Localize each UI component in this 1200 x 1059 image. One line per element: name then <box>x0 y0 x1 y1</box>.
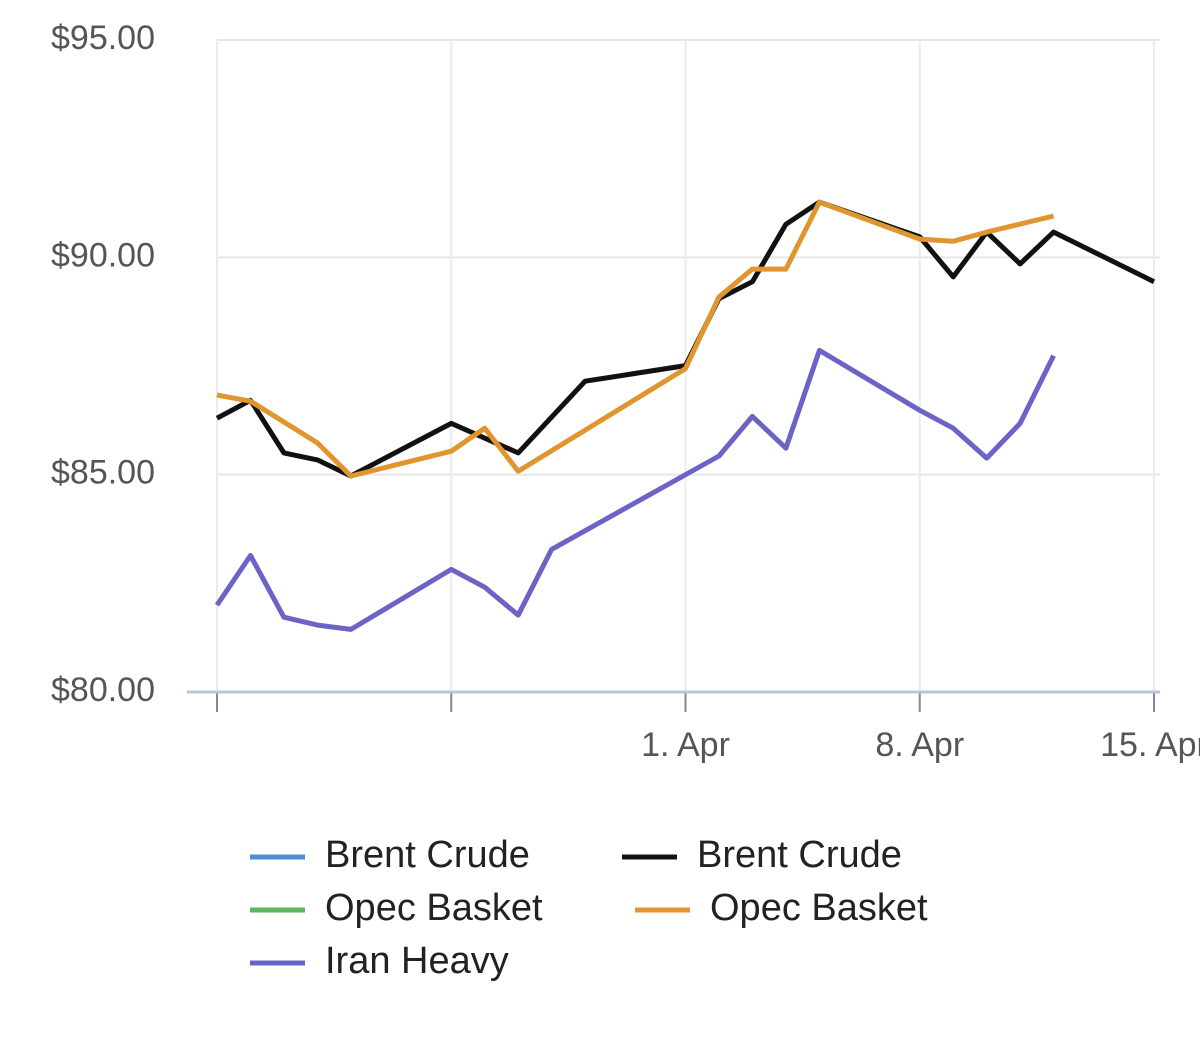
x-tick-label: 1. Apr <box>641 726 730 764</box>
y-tick-label: $95.00 <box>51 19 155 57</box>
y-tick-label: $85.00 <box>51 454 155 492</box>
line-series <box>214 347 1056 632</box>
legend-label: Brent Crude <box>697 834 902 876</box>
x-tick-label: 15. Apr <box>1100 726 1200 764</box>
legend-label: Opec Basket <box>710 887 928 929</box>
y-tick-label: $90.00 <box>51 236 155 274</box>
legend-label: Opec Basket <box>325 887 543 929</box>
y-tick-label: $80.00 <box>51 671 155 709</box>
line-series <box>216 199 1055 479</box>
x-tick-label: 8. Apr <box>875 726 964 764</box>
legend-label: Iran Heavy <box>325 940 509 982</box>
legend-label: Brent Crude <box>325 834 530 876</box>
